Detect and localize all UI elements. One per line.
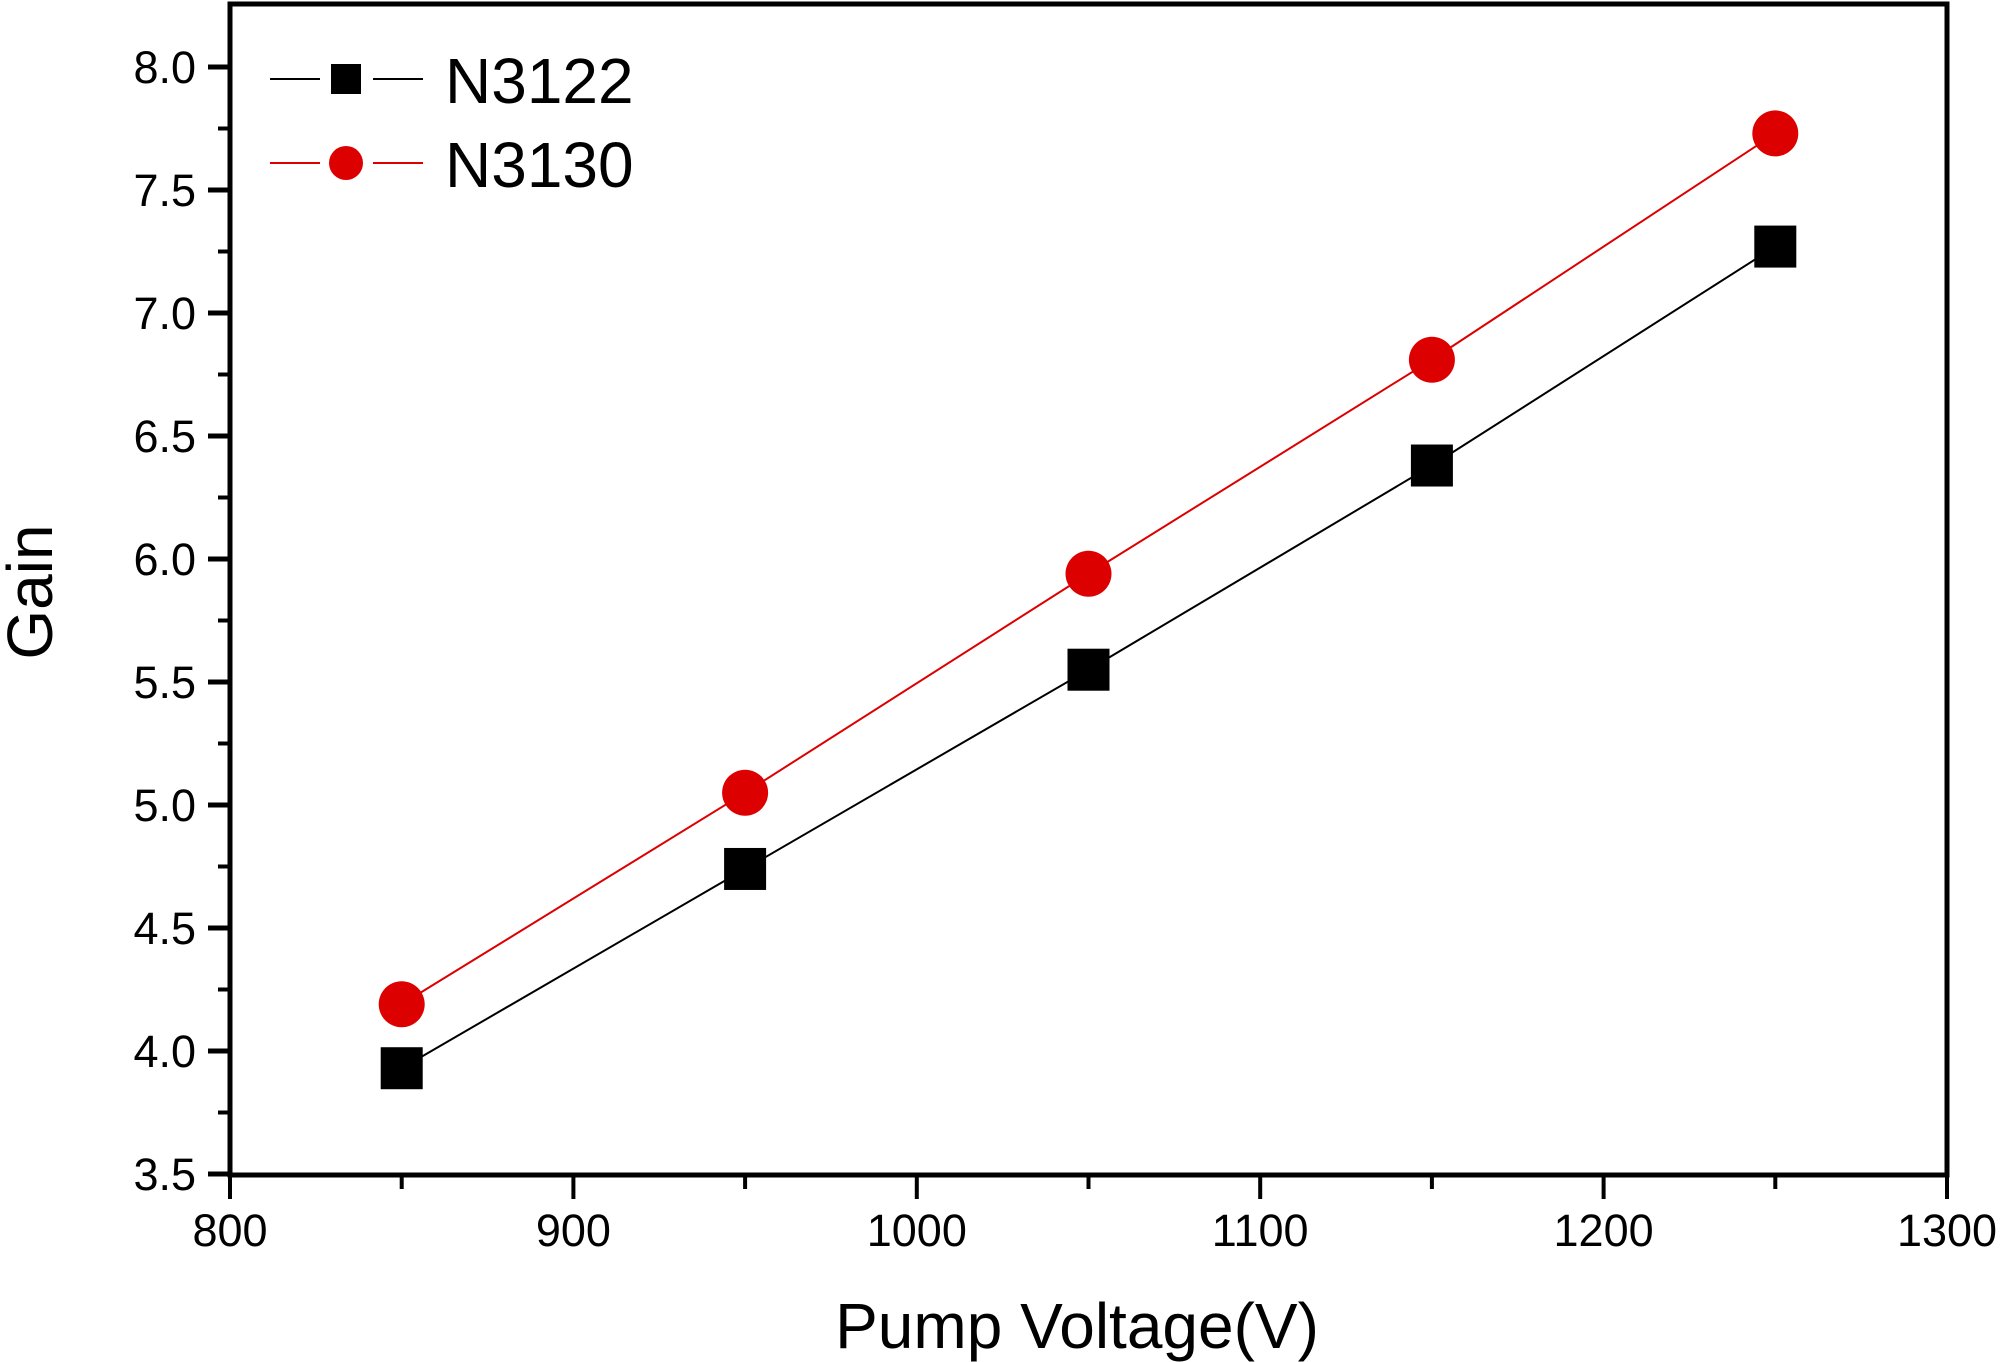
y-axis-title: Gain — [0, 524, 66, 659]
data-point-n3122 — [1067, 648, 1110, 691]
data-point-n3130 — [1752, 110, 1799, 157]
x-tick-label: 900 — [536, 1205, 611, 1256]
y-tick-label: 5.0 — [133, 780, 196, 831]
x-axis-ticks: 800 900 1000 1100 1200 1300 — [192, 1175, 1997, 1256]
legend-circle-marker-icon — [329, 146, 363, 180]
series-layer — [378, 110, 1799, 1090]
data-point-n3122 — [1754, 225, 1797, 268]
data-point-n3130 — [1065, 550, 1112, 597]
data-point-n3130 — [378, 981, 425, 1028]
x-tick-label: 800 — [192, 1205, 267, 1256]
y-tick-label: 8.0 — [133, 42, 196, 93]
y-tick-label: 7.5 — [133, 165, 196, 216]
x-tick-label: 1000 — [867, 1205, 967, 1256]
y-tick-label: 6.0 — [133, 534, 196, 585]
data-point-n3122 — [380, 1047, 423, 1090]
y-tick-label: 7.0 — [133, 288, 196, 339]
legend: N3122 N3130 — [270, 45, 634, 201]
y-tick-label: 5.5 — [133, 657, 196, 708]
legend-label: N3130 — [445, 129, 634, 201]
legend-item-n3130: N3130 — [270, 129, 634, 201]
x-tick-label: 1100 — [1212, 1205, 1309, 1256]
legend-label: N3122 — [445, 45, 634, 117]
x-tick-label: 1300 — [1897, 1205, 1997, 1256]
y-tick-label: 6.5 — [133, 411, 196, 462]
data-point-n3122 — [1410, 444, 1453, 487]
legend-item-n3122: N3122 — [270, 45, 634, 117]
x-tick-label: 1200 — [1554, 1205, 1654, 1256]
data-point-n3130 — [1408, 336, 1455, 383]
y-tick-label: 3.5 — [133, 1149, 196, 1200]
y-tick-label: 4.0 — [133, 1026, 196, 1077]
y-axis-ticks: 3.5 4.0 4.5 5.0 5.5 6.0 6.5 7.0 7.5 8.0 — [133, 42, 230, 1200]
x-axis-title: Pump Voltage(V) — [835, 1290, 1319, 1362]
data-point-n3130 — [722, 769, 769, 816]
y-tick-label: 4.5 — [133, 903, 196, 954]
data-point-n3122 — [724, 847, 767, 890]
legend-square-marker-icon — [331, 64, 361, 94]
